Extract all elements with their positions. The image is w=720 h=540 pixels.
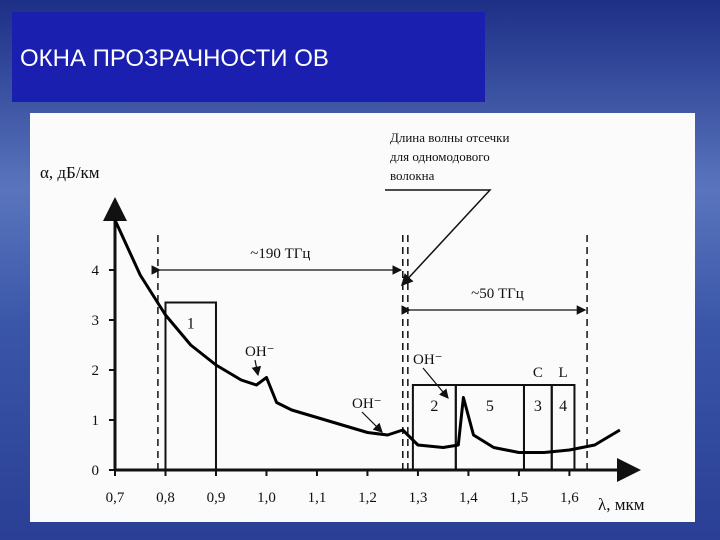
window-label: 2 xyxy=(430,398,438,415)
oh-annotation: OH⁻ xyxy=(245,344,275,360)
span-label: ~190 ТГц xyxy=(250,246,310,262)
x-tick-label: 0,7 xyxy=(106,490,125,506)
band-label: C xyxy=(533,365,543,381)
oh-annotation: OH⁻ xyxy=(352,396,382,412)
x-tick-label: 1,0 xyxy=(257,490,276,506)
y-tick-label: 1 xyxy=(92,413,100,429)
cutoff-note: Длина волны отсечки xyxy=(390,130,509,145)
x-tick-label: 1,3 xyxy=(409,490,428,506)
y-tick-label: 0 xyxy=(92,463,100,479)
attenuation-curve xyxy=(113,219,621,454)
oh-annotation: OH⁻ xyxy=(413,352,443,368)
span-label: ~50 ТГц xyxy=(471,286,524,302)
annotation-arrow xyxy=(361,411,383,433)
y-axis-label: α, дБ/км xyxy=(40,163,100,182)
window xyxy=(550,384,576,471)
x-tick-label: 1,2 xyxy=(358,490,377,506)
cutoff-note: волокна xyxy=(390,168,435,183)
x-tick-label: 0,8 xyxy=(156,490,175,506)
x-tick-label: 1,6 xyxy=(560,490,579,506)
x-tick-label: 1,5 xyxy=(510,490,529,506)
x-tick-label: 1,4 xyxy=(459,490,478,506)
chart-panel xyxy=(30,113,695,522)
band-label: L xyxy=(559,365,568,381)
window-label: 5 xyxy=(486,398,494,415)
window-label: 1 xyxy=(187,316,195,333)
slide-title: ОКНА ПРОЗРАЧНОСТИ ОВ xyxy=(20,45,329,72)
y-tick-label: 4 xyxy=(92,263,100,279)
cutoff-note: для одномодового xyxy=(390,149,490,164)
x-axis-label: λ, мкм xyxy=(598,495,645,514)
x-tick-label: 1,1 xyxy=(308,490,327,506)
cutoff-arrow xyxy=(385,189,492,287)
x-tick-label: 0,9 xyxy=(207,490,226,506)
y-tick-label: 3 xyxy=(92,313,100,329)
title-box xyxy=(12,12,485,102)
window-label: 4 xyxy=(559,398,567,415)
window-label: 3 xyxy=(534,398,542,415)
annotation-arrow xyxy=(422,367,449,399)
y-tick-label: 2 xyxy=(92,363,100,379)
window xyxy=(164,301,217,471)
annotation-arrow xyxy=(251,359,262,377)
